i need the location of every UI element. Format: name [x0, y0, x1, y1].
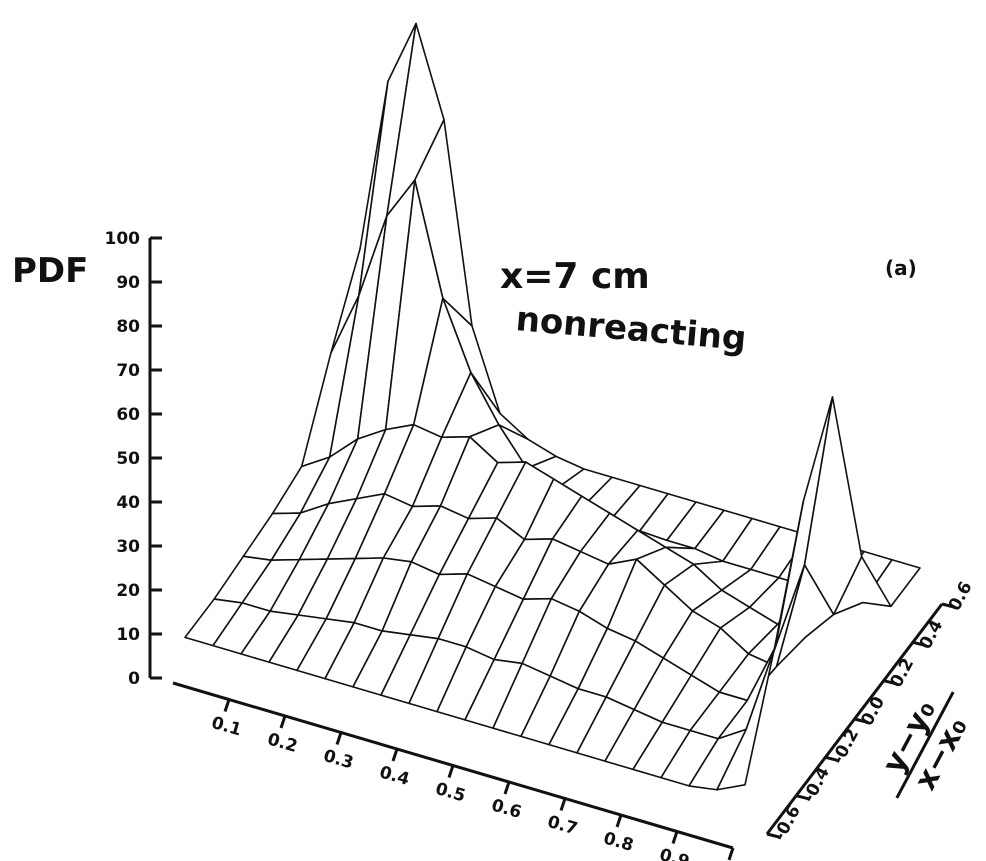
x-tick-label: 0.9: [657, 845, 691, 861]
y-tick-label: 0.0: [857, 693, 889, 729]
x-tick: [561, 799, 565, 811]
z-tick-label: 50: [116, 449, 140, 469]
panel-label: (a): [885, 256, 917, 280]
z-tick-label: 80: [116, 317, 140, 337]
y-tick-label: -0.6: [770, 802, 805, 844]
y-axis-label-group: y−y₀ x−x₀: [866, 676, 985, 815]
x-tick: [337, 733, 341, 745]
z-axis-label: PDF: [12, 251, 88, 291]
y-tick-label: -0.2: [828, 725, 863, 767]
y-tick-label: 0.4: [916, 617, 948, 653]
z-tick-label: 30: [116, 537, 140, 557]
x-tick: [505, 782, 509, 794]
x-tick: [225, 700, 229, 712]
z-tick-label: 0: [128, 669, 140, 689]
z-tick-label: 10: [116, 625, 140, 645]
x-tick-label: 0.7: [545, 812, 579, 840]
x-tick: [449, 766, 453, 778]
x-tick-label: 0.3: [321, 746, 355, 774]
x-tick-label: 0.1: [209, 713, 243, 741]
annotation: nonreacting: [514, 299, 748, 359]
x-tick-label: 0.8: [601, 828, 635, 856]
z-tick-label: 60: [116, 405, 140, 425]
x-tick-label: 0.2: [265, 729, 299, 757]
x-tick: [673, 832, 677, 844]
z-tick-label: 40: [116, 493, 140, 513]
x-tick: [729, 848, 733, 860]
z-tick-label: 100: [105, 229, 141, 249]
x-tick-label: 0.6: [489, 795, 523, 823]
z-tick-label: 20: [116, 581, 140, 601]
x-tick-label: 0.4: [377, 762, 412, 790]
y-tick-label: -0.4: [799, 764, 834, 806]
x-tick-label: 0.5: [433, 779, 467, 807]
chart: PDF x=7 cm nonreacting (a) y−y₀ x−x₀ 0 10…: [0, 0, 986, 861]
x-tick: [617, 815, 621, 827]
x-tick: [281, 716, 285, 728]
annotation: x=7 cm: [500, 256, 650, 297]
z-tick-label: 90: [116, 273, 140, 293]
y-tick-label: 0.2: [886, 655, 918, 691]
x-tick: [393, 749, 397, 761]
y-tick-label: 0.6: [945, 578, 977, 614]
z-tick-label: 70: [116, 361, 140, 381]
